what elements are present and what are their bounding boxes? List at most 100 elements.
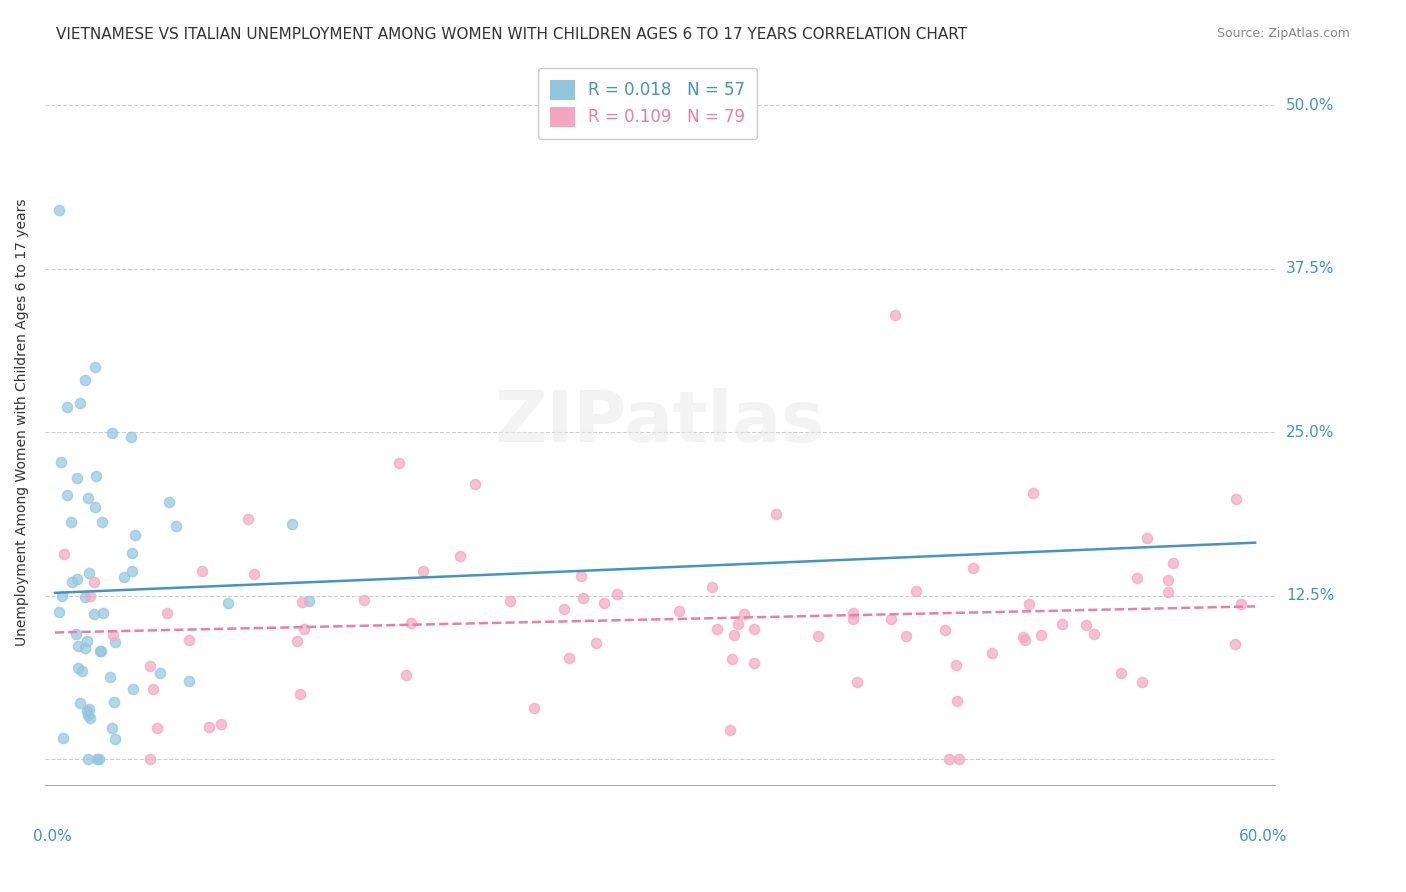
Vietnamese [91,606,114,620]
Vietnamese [48,605,70,619]
Italians [606,587,628,601]
Vietnamese [104,635,127,649]
Italians [846,675,869,690]
Italians [1136,531,1159,545]
Text: 50.0%: 50.0% [1286,98,1334,113]
Vietnamese [67,640,90,654]
Vietnamese [122,682,145,697]
Vietnamese [84,359,107,374]
Vietnamese [124,527,146,541]
Italians [209,716,232,731]
Italians [894,629,917,643]
Italians [1050,617,1073,632]
Vietnamese [52,731,75,745]
Italians [934,623,956,637]
Vietnamese [73,373,96,387]
Italians [412,565,434,579]
Italians [1109,665,1132,680]
Italians [52,547,75,561]
Vietnamese [56,488,79,502]
Italians [879,611,901,625]
Vietnamese [73,640,96,655]
Vietnamese [59,515,82,529]
Italians [948,752,970,766]
Vietnamese [60,574,83,589]
Italians [1076,618,1098,632]
Vietnamese [69,395,91,409]
Italians [946,694,969,708]
Vietnamese [77,707,100,722]
Italians [1126,571,1149,585]
Vietnamese [100,426,122,441]
Vietnamese [86,752,108,766]
Text: 12.5%: 12.5% [1286,588,1334,603]
Italians [765,507,787,521]
Italians [83,575,105,590]
Italians [733,607,755,622]
Italians [981,646,1004,660]
Italians [572,591,595,605]
Vietnamese [149,665,172,680]
Italians [585,636,607,650]
Italians [238,512,260,526]
Vietnamese [83,607,105,621]
Legend: R = 0.018   N = 57, R = 0.109   N = 79: R = 0.018 N = 57, R = 0.109 N = 79 [538,68,756,138]
Vietnamese [84,469,107,483]
Italians [742,656,765,670]
Italians [945,658,967,673]
Italians [1018,597,1040,611]
Italians [721,652,744,666]
Italians [142,681,165,696]
Italians [139,752,162,766]
Vietnamese [101,721,124,735]
Vietnamese [89,644,111,658]
Vietnamese [87,752,110,766]
Vietnamese [83,500,105,515]
Italians [79,589,101,603]
Italians [558,650,581,665]
Vietnamese [121,564,143,578]
Italians [807,629,830,643]
Italians [1230,598,1253,612]
Italians [1225,492,1247,507]
Italians [718,723,741,737]
Text: 0.0%: 0.0% [32,829,72,844]
Vietnamese [217,596,239,610]
Italians [553,602,575,616]
Text: Source: ZipAtlas.com: Source: ZipAtlas.com [1216,27,1350,40]
Vietnamese [77,752,100,766]
Italians [962,561,984,575]
Italians [395,667,418,681]
Italians [449,549,471,563]
Vietnamese [55,401,77,415]
Italians [723,627,745,641]
Italians [742,622,765,636]
Vietnamese [66,572,89,586]
Vietnamese [49,455,72,469]
Vietnamese [100,671,122,685]
Text: VIETNAMESE VS ITALIAN UNEMPLOYMENT AMONG WOMEN WITH CHILDREN AGES 6 TO 17 YEARS : VIETNAMESE VS ITALIAN UNEMPLOYMENT AMONG… [56,27,967,42]
Italians [1014,633,1036,648]
Vietnamese [76,634,98,648]
Vietnamese [121,546,143,560]
Italians [1157,585,1180,599]
Italians [464,477,486,491]
Vietnamese [165,518,187,533]
Text: ZIPatlas: ZIPatlas [495,388,825,457]
Italians [499,594,522,608]
Italians [1225,637,1247,651]
Vietnamese [77,566,100,581]
Vietnamese [79,711,101,725]
Italians [1029,628,1052,642]
Italians [190,564,212,578]
Italians [706,622,728,636]
Italians [593,596,616,610]
Vietnamese [120,430,142,444]
Italians [884,308,907,322]
Italians [668,604,690,618]
Italians [177,633,200,648]
Italians [938,752,960,766]
Vietnamese [70,665,93,679]
Italians [842,612,865,626]
Italians [905,584,928,599]
